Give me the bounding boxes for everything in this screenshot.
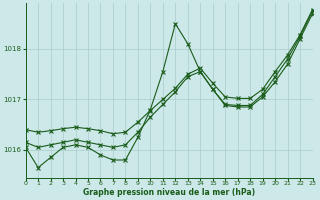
X-axis label: Graphe pression niveau de la mer (hPa): Graphe pression niveau de la mer (hPa) (83, 188, 255, 197)
